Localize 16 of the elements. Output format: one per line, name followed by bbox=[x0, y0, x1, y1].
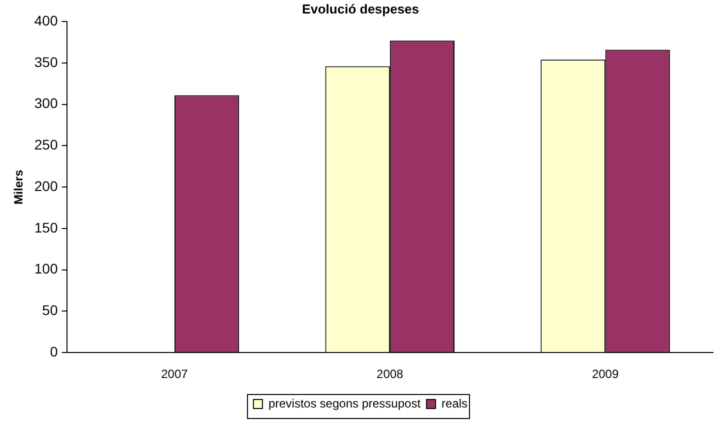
y-tick-label: 350 bbox=[34, 54, 58, 70]
x-tick-label: 2008 bbox=[376, 367, 404, 382]
y-tick-label: 200 bbox=[34, 178, 58, 194]
y-tick-label: 150 bbox=[34, 219, 58, 236]
y-tick-label: 0 bbox=[50, 343, 58, 360]
legend-label: reals bbox=[442, 396, 468, 410]
y-tick-label: 50 bbox=[42, 302, 58, 318]
y-tick-label: 400 bbox=[34, 12, 58, 28]
y-tick-label: 250 bbox=[34, 136, 58, 153]
y-tick-label: 100 bbox=[34, 260, 58, 277]
y-tick-label: 300 bbox=[34, 95, 58, 112]
legend-label: previstos segons pressupost bbox=[268, 396, 422, 410]
x-tick-label: 2009 bbox=[592, 367, 619, 382]
chart-title: Evolució despeses bbox=[302, 1, 420, 16]
y-axis-title: Milers bbox=[12, 169, 26, 204]
x-tick-label: 2007 bbox=[161, 367, 188, 382]
